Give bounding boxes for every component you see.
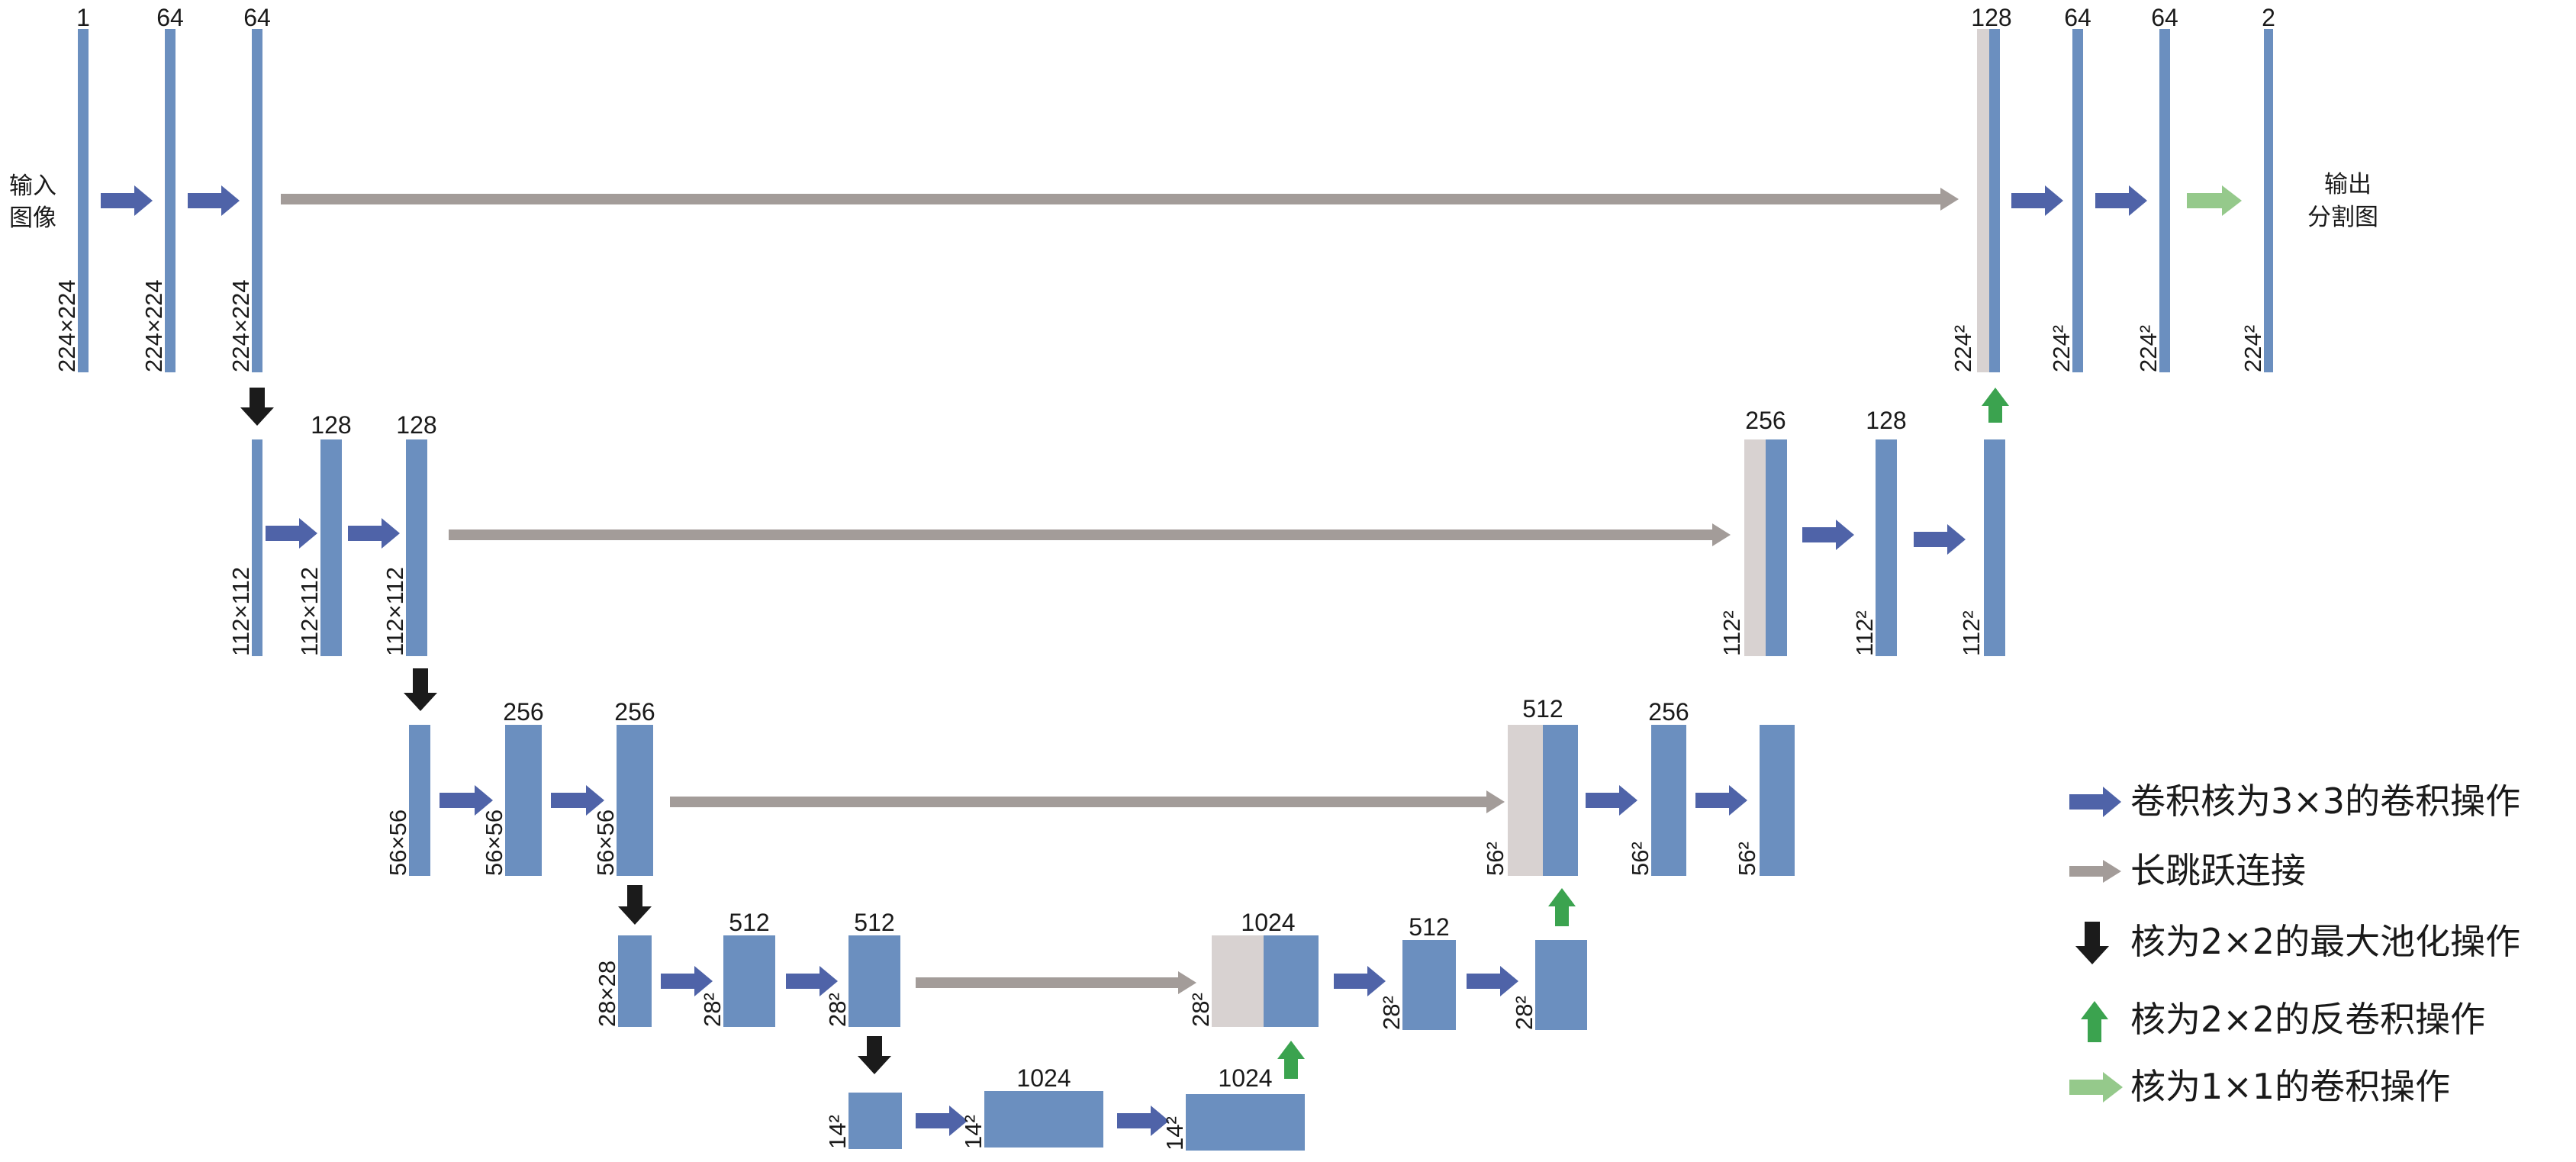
size-label: 28² [1511, 996, 1538, 1030]
size-label: 224² [2135, 325, 2162, 372]
feature-map-l4-c [1402, 940, 1456, 1030]
feature-map-l2-pool [252, 439, 262, 656]
legend-item: 核为2×2的最大池化操作 [2075, 921, 2520, 964]
feature-map-l3-b [617, 725, 653, 876]
feature-map-l5-pool [848, 1093, 902, 1149]
feature-map-l5-b [1186, 1094, 1305, 1151]
output-label-line2: 分割图 [2307, 204, 2378, 231]
size-label: 112² [1718, 610, 1745, 656]
input-label-line2: 图像 [9, 204, 56, 232]
size-label: 112×112 [382, 567, 408, 656]
channel-label: 1024 [1241, 909, 1295, 936]
feature-map-l1-a [165, 29, 175, 372]
legend-label: 长跳跃连接 [2130, 850, 2306, 891]
size-label: 56×56 [481, 810, 507, 876]
channel-label: 64 [243, 4, 271, 31]
size-label: 224² [2240, 325, 2266, 372]
size-label: 14² [960, 1115, 987, 1149]
feature-map-l3-a [505, 725, 542, 876]
size-label: 28² [1378, 996, 1405, 1030]
legend-item: 核为2×2的反卷积操作 [2081, 999, 2485, 1042]
size-label: 112² [1958, 610, 1985, 656]
feature-map-l4-a [723, 935, 775, 1027]
legend-item: 长跳跃连接 [2069, 850, 2306, 891]
feature-map-l3-up [1543, 725, 1578, 876]
feature-map-l1-d [2159, 29, 2170, 372]
channel-label: 256 [614, 698, 655, 726]
feature-map-l4-d [1535, 940, 1587, 1030]
feature-map-l3-c [1651, 725, 1686, 876]
feature-map-l1-b [252, 29, 262, 372]
channel-label: 128 [1971, 4, 2011, 31]
size-label: 224² [1950, 325, 1976, 372]
channel-label: 512 [729, 909, 769, 936]
feature-map-l2-a [320, 439, 342, 656]
concat-map-l1 [1977, 29, 1989, 372]
size-label: 112×112 [296, 567, 323, 656]
legend: 卷积核为3×3的卷积操作 长跳跃连接 核为2×2的最大池化操作 核为2×2的反卷… [2069, 781, 2520, 1107]
legend-label: 核为2×2的最大池化操作 [2130, 921, 2520, 962]
feature-map-l4-up [1264, 935, 1319, 1027]
output-map [2264, 29, 2273, 372]
size-label: 56² [1627, 842, 1653, 876]
feature-map-l2-d [1984, 439, 2005, 656]
channel-label: 256 [1745, 407, 1785, 434]
legend-item: 核为1×1的卷积操作 [2069, 1066, 2450, 1107]
channel-label: 256 [1648, 698, 1689, 726]
feature-map-l2-b [406, 439, 427, 656]
legend-label: 核为2×2的反卷积操作 [2130, 999, 2485, 1040]
size-label: 14² [1161, 1116, 1188, 1151]
legend-label: 卷积核为3×3的卷积操作 [2130, 781, 2520, 822]
feature-map-l1-up [1989, 29, 2000, 372]
concat-map-l4 [1212, 935, 1264, 1027]
size-label: 56×56 [592, 810, 619, 876]
legend-item: 卷积核为3×3的卷积操作 [2069, 781, 2520, 822]
feature-map-l3-pool [409, 725, 430, 876]
size-label: 28² [824, 993, 851, 1027]
size-label: 28² [699, 993, 726, 1027]
size-label: 112² [1851, 610, 1878, 656]
channel-label: 256 [503, 698, 543, 726]
size-label: 224×224 [227, 279, 254, 372]
size-label: 28×28 [594, 961, 620, 1027]
size-label: 56×56 [385, 810, 411, 876]
channel-label: 128 [311, 411, 351, 439]
channel-label: 128 [1866, 407, 1906, 434]
channel-label: 1 [76, 4, 90, 31]
channel-label: 512 [1409, 913, 1449, 941]
concat-map-l3 [1508, 725, 1543, 876]
size-label: 56² [1482, 842, 1509, 876]
feature-map-l1-c [2072, 29, 2083, 372]
size-label: 14² [824, 1115, 851, 1149]
legend-label: 核为1×1的卷积操作 [2130, 1066, 2450, 1107]
size-label: 224×224 [53, 279, 80, 372]
feature-map-l4-b [848, 935, 900, 1027]
channel-label: 512 [854, 909, 894, 936]
channel-label: 64 [156, 4, 184, 31]
channel-label: 1024 [1218, 1064, 1272, 1092]
channel-label: 64 [2064, 4, 2091, 31]
feature-map-l5-a [984, 1091, 1103, 1148]
size-label: 28² [1187, 993, 1214, 1027]
channel-label: 1024 [1016, 1064, 1071, 1092]
channel-label: 512 [1522, 695, 1563, 723]
feature-map-l4-pool [618, 935, 652, 1027]
output-label-line1: 输出 [2324, 171, 2372, 198]
size-label: 224² [2048, 325, 2075, 372]
channel-label: 64 [2151, 4, 2178, 31]
feature-map-l2-c [1876, 439, 1897, 656]
input-label-line1: 输入 [9, 172, 56, 200]
size-label: 224×224 [140, 279, 167, 372]
feature-map-l2-up [1766, 439, 1787, 656]
size-label: 112×112 [227, 567, 254, 656]
size-label: 56² [1734, 842, 1760, 876]
concat-map-l2 [1744, 439, 1766, 656]
channel-label: 2 [2262, 4, 2275, 31]
feature-map-l1-input [78, 29, 89, 372]
channel-label: 128 [396, 411, 436, 439]
feature-map-l3-d [1760, 725, 1795, 876]
